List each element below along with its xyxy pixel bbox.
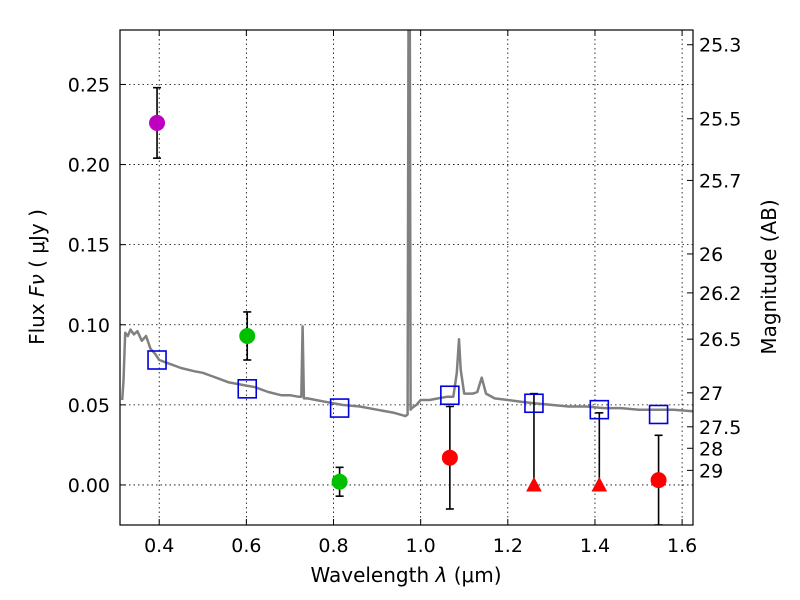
x-axis-label-unit: (μm): [454, 563, 502, 587]
x-axis-label-symbol: λ: [435, 563, 448, 587]
y2-tick-label: 25.7: [699, 170, 741, 192]
plot-frame: [119, 29, 694, 526]
x-tick-label: 0.8: [318, 535, 348, 557]
y2-tick-label: 26: [699, 244, 723, 266]
y2-tick-label: 25.5: [699, 109, 741, 131]
y-tick-label: 0.20: [68, 155, 110, 177]
y-axis-label-unit: ( μJy ): [25, 209, 49, 268]
y2-tick-label: 26.5: [699, 329, 741, 351]
y-axis-label-symbol: Fν: [25, 274, 49, 297]
y2-tick-label: 27.5: [699, 417, 741, 439]
axis-ticks: 0.4 0.6 0.8 1.0 1.2 1.4 1.6 0.00 0.05 0.10 0.15 0.2…: [68, 30, 741, 557]
photometry-point: [650, 472, 667, 489]
x-axis-label: Wavelength λ (μm): [310, 563, 501, 587]
non-detection-triangle: [591, 476, 608, 492]
model-spectrum-line: [120, 30, 693, 418]
plot-background: [120, 30, 693, 525]
y2-tick-label: 28: [699, 438, 723, 460]
model-flux-square: [524, 393, 544, 414]
x-tick-label: 1.0: [406, 535, 436, 557]
marker-layer: [147, 86, 669, 525]
model-flux-square: [147, 350, 167, 370]
y-tick-label: 0.05: [68, 395, 110, 417]
y-axis-label: Flux Fν ( μJy ): [25, 209, 49, 345]
model-flux-square: [237, 379, 258, 399]
y-tick-label: 0.25: [68, 74, 110, 96]
model-flux-square: [589, 399, 610, 420]
photometry-point: [331, 473, 348, 490]
photometry-point: [441, 449, 458, 466]
photometry-point: [149, 114, 166, 131]
model-spectrum-layer: [120, 30, 693, 418]
y2-tick-label: 27: [699, 383, 723, 405]
model-flux-square: [648, 404, 669, 425]
y-axis-label-word: Flux: [25, 303, 49, 345]
x-tick-label: 1.6: [667, 535, 697, 557]
non-detection-triangle: [526, 476, 542, 492]
y-tick-label: 0.15: [68, 235, 110, 257]
y-tick-label: 0.00: [68, 475, 110, 497]
x-tick-label: 0.6: [231, 535, 261, 557]
y2-tick-label: 25.3: [699, 35, 741, 57]
y2-tick-label: 29: [699, 460, 723, 482]
model-flux-square: [329, 398, 350, 418]
x-tick-label: 0.4: [144, 535, 174, 557]
x-tick-label: 1.2: [493, 535, 523, 557]
x-axis-label-word: Wavelength: [310, 563, 429, 587]
y2-axis-label: Magnitude (AB): [757, 199, 781, 354]
photometry-point: [239, 327, 256, 344]
y2-tick-label: 26.2: [699, 283, 741, 305]
model-flux-square: [440, 385, 460, 406]
y-tick-label: 0.10: [68, 315, 110, 337]
x-tick-label: 1.4: [580, 535, 610, 557]
